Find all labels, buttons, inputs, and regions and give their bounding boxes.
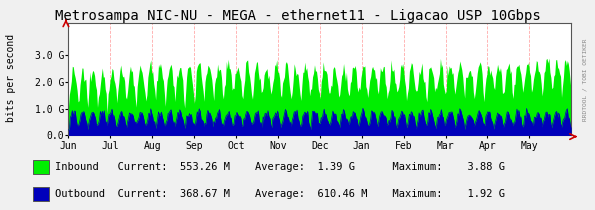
Text: RRDTOOL / TOBI OETIKER: RRDTOOL / TOBI OETIKER (583, 39, 587, 121)
Text: Inbound   Current:  553.26 M    Average:  1.39 G      Maximum:    3.88 G: Inbound Current: 553.26 M Average: 1.39 … (55, 162, 505, 172)
Text: Outbound  Current:  368.67 M    Average:  610.46 M    Maximum:    1.92 G: Outbound Current: 368.67 M Average: 610.… (55, 189, 505, 199)
Text: Metrosampa NIC-NU - MEGA - ethernet11 - Ligacao USP 10Gbps: Metrosampa NIC-NU - MEGA - ethernet11 - … (55, 9, 540, 24)
Text: bits per second: bits per second (6, 34, 15, 122)
